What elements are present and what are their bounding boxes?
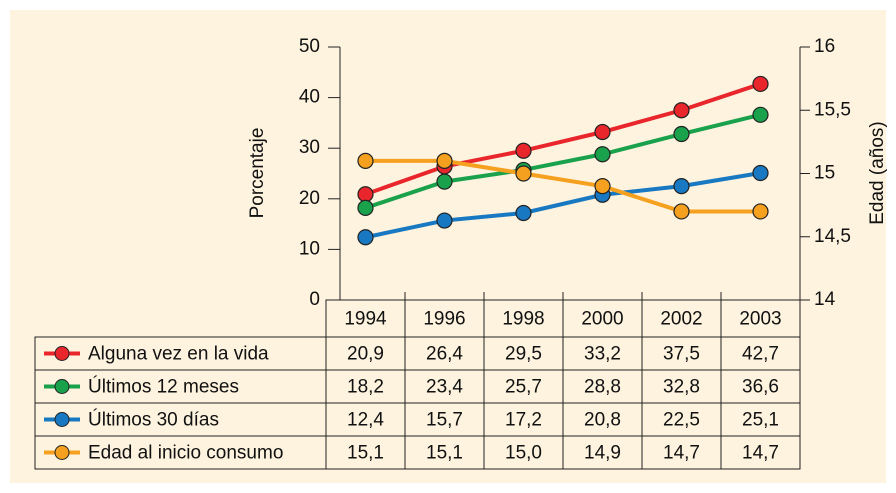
x-tick-label: 1998: [502, 309, 544, 330]
series-line: [364, 112, 761, 210]
table-cell: 37,5: [663, 344, 700, 365]
data-point: [357, 199, 374, 217]
y-tick-label: 10: [299, 238, 320, 259]
series-line: [365, 158, 761, 214]
table-cell: 25,1: [742, 410, 779, 431]
data-point: [594, 178, 611, 195]
table-cell: 25,7: [505, 377, 542, 398]
data-point: [752, 164, 769, 182]
series-line: [364, 82, 762, 197]
table-cell: 36,6: [742, 377, 779, 398]
data-point: [357, 152, 374, 169]
table-cell: 20,9: [347, 344, 384, 365]
data-point: [752, 106, 769, 123]
y-tick-label: 50: [299, 36, 320, 57]
legend-label: Alguna vez en la vida: [88, 344, 269, 365]
y2-tick-label: 14,5: [814, 226, 851, 247]
legend-label: Edad al inicio consumo: [88, 443, 283, 464]
table-cell: 12,4: [347, 410, 384, 431]
table-cell: 42,7: [742, 344, 779, 365]
y-tick-label: 40: [299, 87, 320, 108]
y2-axis-label: Edad (años): [867, 121, 888, 225]
x-tick-label: 2002: [660, 309, 702, 330]
y-tick-label: 0: [309, 289, 320, 310]
x-tick-label: 2000: [581, 309, 623, 330]
legend-label: Últimos 12 meses: [88, 376, 239, 398]
table-cell: 33,2: [584, 344, 621, 365]
legend-label: Últimos 30 días: [88, 409, 219, 431]
table-cell: 14,7: [742, 443, 779, 464]
table-cell: 23,4: [426, 377, 463, 398]
data-point: [673, 125, 690, 143]
table-cell: 26,4: [426, 344, 463, 365]
data-point: [515, 204, 532, 222]
table-cell: 17,2: [505, 410, 542, 431]
y2-tick-label: 15: [814, 163, 835, 184]
data-point: [594, 123, 611, 141]
x-tick-label: 2003: [739, 309, 781, 330]
table-cell: 22,5: [663, 410, 700, 431]
data-point: [752, 203, 769, 220]
legend-marker: [54, 412, 70, 427]
table-cell: 15,1: [426, 443, 463, 464]
table-cell: 18,2: [347, 377, 384, 398]
series-line: [365, 171, 761, 240]
y2-tick-label: 16: [814, 36, 835, 57]
x-tick-label: 1994: [344, 309, 387, 330]
data-point: [357, 229, 374, 246]
y-axis-label: Porcentaje: [247, 128, 268, 219]
data-point: [673, 203, 690, 220]
data-point: [436, 173, 453, 190]
data-point: [436, 212, 453, 229]
table-cell: 14,7: [663, 443, 700, 464]
legend-marker: [54, 379, 70, 394]
table-cell: 20,8: [584, 410, 621, 431]
y-tick-label: 30: [299, 137, 320, 158]
data-point: [357, 186, 374, 203]
data-point: [436, 152, 453, 169]
data-point: [515, 142, 532, 159]
data-point: [673, 178, 690, 195]
data-point: [594, 146, 611, 163]
table-cell: 28,8: [584, 377, 621, 398]
table-cell: 15,7: [426, 410, 463, 431]
y-tick-label: 20: [299, 188, 320, 209]
y2-tick-label: 15,5: [814, 99, 851, 120]
data-point: [673, 102, 690, 119]
data-point: [752, 75, 769, 93]
legend-marker: [54, 445, 70, 460]
table-cell: 15,0: [505, 443, 542, 464]
x-tick-label: 1996: [423, 309, 465, 330]
table-cell: 29,5: [505, 344, 542, 365]
table-cell: 32,8: [663, 377, 700, 398]
table-cell: 15,1: [347, 443, 384, 464]
legend-marker: [54, 346, 70, 361]
y2-tick-label: 14: [814, 289, 836, 310]
data-point: [515, 165, 532, 182]
table-cell: 14,9: [584, 443, 621, 464]
